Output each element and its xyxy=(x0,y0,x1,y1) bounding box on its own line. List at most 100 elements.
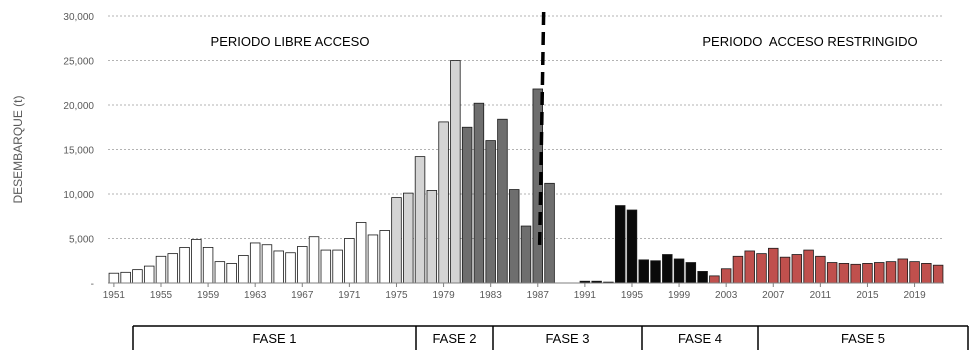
bar xyxy=(638,259,649,284)
bar xyxy=(238,255,249,284)
bar xyxy=(874,262,885,284)
bar xyxy=(815,255,826,284)
x-tick-label: 1991 xyxy=(574,290,597,301)
bar xyxy=(614,205,626,284)
bar xyxy=(885,261,897,284)
bar xyxy=(297,246,308,284)
x-axis-ticks: 1951 1955 1959 1963 1967 1971 1975 1979 1983 1987… xyxy=(103,283,926,301)
bar xyxy=(520,225,532,284)
x-tick-label: 1955 xyxy=(150,290,173,301)
y-axis-ticks: - 5,000 10,000 15,000 20,000 25,000 30,000 xyxy=(63,12,94,290)
bar xyxy=(862,263,873,284)
bar xyxy=(709,275,720,284)
bar xyxy=(791,254,803,284)
right-period-label: PERIODO ACCESO RESTRINGIDO xyxy=(702,34,917,49)
bar xyxy=(685,262,697,284)
bar xyxy=(332,249,343,284)
bar xyxy=(438,121,449,284)
bar xyxy=(732,255,744,284)
y-tick-label: - xyxy=(91,279,94,290)
bar xyxy=(838,263,850,284)
bar xyxy=(308,236,320,284)
bar xyxy=(485,140,496,284)
bar xyxy=(214,261,226,284)
x-tick-label: 2011 xyxy=(810,290,832,301)
phase-label: FASE 4 xyxy=(678,331,722,346)
bar xyxy=(508,189,520,284)
y-tick-label: 15,000 xyxy=(63,146,94,157)
bars-group xyxy=(108,60,944,284)
bar xyxy=(367,234,379,284)
x-tick-label: 1975 xyxy=(385,290,408,301)
bar xyxy=(403,192,414,284)
x-tick-label: 1983 xyxy=(480,290,503,301)
x-tick-label: 1995 xyxy=(621,290,644,301)
bar xyxy=(850,263,861,284)
bar xyxy=(285,252,296,284)
bar xyxy=(461,126,473,284)
bar xyxy=(391,197,402,284)
bar xyxy=(662,254,673,284)
bar xyxy=(261,244,273,284)
phase-bar: FASE 1 FASE 2 FASE 3 FASE 4 FASE 5 xyxy=(132,325,969,350)
bar xyxy=(143,265,155,284)
x-tick-label: 1959 xyxy=(197,290,220,301)
bar xyxy=(626,209,638,284)
phase-label: FASE 5 xyxy=(841,331,885,346)
bar xyxy=(132,269,143,284)
y-tick-label: 30,000 xyxy=(63,12,94,23)
bar xyxy=(167,253,178,284)
bar xyxy=(273,250,284,284)
bar xyxy=(744,250,755,284)
bar xyxy=(414,156,426,284)
y-tick-label: 25,000 xyxy=(63,57,94,68)
bar xyxy=(450,60,461,284)
bar xyxy=(344,238,355,284)
bar xyxy=(720,268,732,284)
bar xyxy=(226,263,237,284)
bar xyxy=(108,272,120,284)
x-tick-label: 1967 xyxy=(291,290,314,301)
phase-label: FASE 1 xyxy=(252,331,296,346)
x-tick-label: 1979 xyxy=(432,290,455,301)
bar xyxy=(473,102,485,284)
bar xyxy=(756,253,767,284)
x-tick-label: 1963 xyxy=(244,290,267,301)
bar xyxy=(179,246,190,284)
y-tick-label: 5,000 xyxy=(69,235,94,246)
bar xyxy=(697,271,708,284)
bar xyxy=(355,222,367,284)
bar xyxy=(249,242,261,284)
bar xyxy=(909,261,920,284)
bar xyxy=(650,260,661,284)
x-tick-label: 1951 xyxy=(103,290,126,301)
bar xyxy=(202,246,214,284)
phase-label: FASE 2 xyxy=(432,331,476,346)
y-axis-label: DESEMBARQUE (t) xyxy=(11,95,25,203)
bar xyxy=(320,249,332,284)
bar xyxy=(921,263,932,284)
bar xyxy=(379,230,390,284)
grid-lines xyxy=(108,15,944,239)
bar xyxy=(497,118,508,284)
x-tick-label: 1987 xyxy=(527,290,550,301)
bar xyxy=(779,256,791,284)
x-tick-label: 1999 xyxy=(668,290,691,301)
bar xyxy=(803,249,814,284)
bar xyxy=(826,262,838,284)
bar xyxy=(768,247,779,284)
y-tick-label: 20,000 xyxy=(63,101,94,112)
bar xyxy=(191,238,202,284)
bar xyxy=(932,264,944,284)
bar xyxy=(544,182,555,284)
x-tick-label: 2015 xyxy=(856,290,879,301)
phase-label: FASE 3 xyxy=(545,331,589,346)
bar xyxy=(155,255,167,284)
y-tick-label: 10,000 xyxy=(63,190,94,201)
left-period-label: PERIODO LIBRE ACCESO xyxy=(211,34,370,49)
bar xyxy=(426,190,438,284)
bar xyxy=(897,258,909,284)
x-tick-label: 2003 xyxy=(715,290,738,301)
x-tick-label: 2019 xyxy=(903,290,926,301)
